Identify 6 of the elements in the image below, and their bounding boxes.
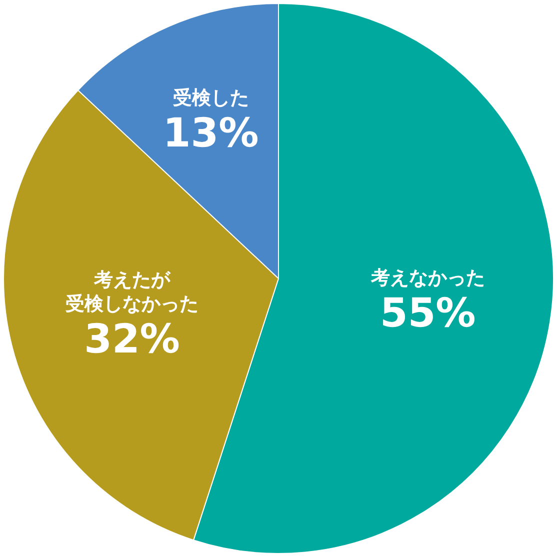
data-label: 32% bbox=[84, 316, 180, 363]
slice-label: 考えなかった bbox=[370, 267, 485, 290]
data-label: 55% bbox=[380, 290, 476, 337]
data-label: 13% bbox=[162, 110, 259, 156]
slice-label: 受検した bbox=[172, 86, 249, 109]
slice-label: 考えたが受検しなかった bbox=[66, 269, 198, 316]
